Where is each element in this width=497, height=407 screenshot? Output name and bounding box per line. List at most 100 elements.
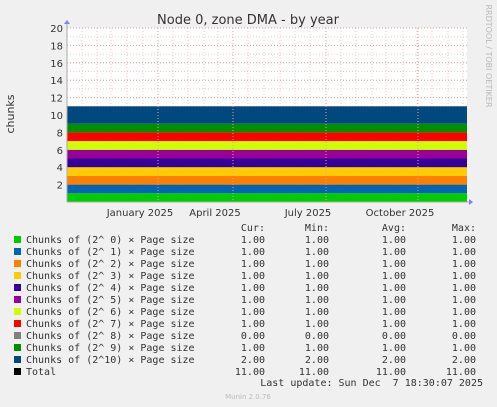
legend-value: 1.00	[241, 259, 265, 270]
legend-value: 1.00	[382, 283, 406, 294]
legend-value: 1.00	[241, 235, 265, 246]
legend-column-header: Min:	[305, 223, 329, 234]
legend-swatch	[14, 308, 21, 315]
legend-swatch	[14, 248, 21, 255]
legend-value: 1.00	[305, 271, 329, 282]
legend-column-header: Max:	[452, 223, 476, 234]
y-tick-label: 20	[50, 24, 63, 35]
series-band	[67, 167, 467, 176]
legend-series-name: Chunks of (2^ 9) × Page size	[26, 343, 195, 354]
legend-value: 1.00	[452, 235, 476, 246]
legend-swatch	[14, 344, 21, 351]
y-axis-arrow	[64, 20, 70, 24]
legend-value: 1.00	[452, 295, 476, 306]
legend-value: 11.00	[299, 367, 329, 378]
legend-value: 2.00	[382, 355, 406, 366]
legend-series-name: Chunks of (2^10) × Page size	[26, 355, 195, 366]
y-tick-label: 8	[57, 128, 63, 139]
legend-value: 1.00	[382, 343, 406, 354]
legend-value: 11.00	[235, 367, 265, 378]
series-band	[67, 175, 467, 185]
y-tick-label: 12	[50, 94, 63, 105]
legend-value: 1.00	[382, 235, 406, 246]
legend-value: 0.00	[382, 331, 406, 342]
legend-swatch	[14, 284, 21, 291]
legend-value: 1.00	[452, 247, 476, 258]
legend-value: 2.00	[452, 355, 476, 366]
legend-swatch	[14, 296, 21, 303]
legend: Cur: Min: Avg: Max: Chunks of (2^ 0) × Page …	[14, 223, 476, 378]
legend-series-name: Chunks of (2^ 8) × Page size	[26, 331, 195, 342]
y-tick-label: 4	[57, 163, 63, 174]
series-band	[67, 141, 467, 150]
legend-swatch	[14, 236, 21, 243]
legend-value: 1.00	[305, 295, 329, 306]
series-band	[67, 106, 467, 124]
legend-value: 1.00	[305, 307, 329, 318]
legend-value: 1.00	[382, 307, 406, 318]
x-tick-label: April 2025	[189, 208, 240, 219]
legend-value: 1.00	[452, 271, 476, 282]
legend-value: 1.00	[382, 247, 406, 258]
legend-value: 1.00	[452, 343, 476, 354]
legend-series-name: Chunks of (2^ 6) × Page size	[26, 307, 195, 318]
legend-value: 0.00	[305, 331, 329, 342]
legend-swatch	[14, 356, 21, 363]
series-band	[67, 123, 467, 133]
munin-version: Munin 2.0.76	[225, 393, 271, 401]
y-tick-label: 10	[50, 111, 63, 122]
y-tick-label: 2	[57, 181, 63, 192]
legend-swatch	[14, 332, 21, 339]
y-axis-label: chunks	[4, 94, 17, 133]
legend-value: 1.00	[452, 259, 476, 270]
legend-value: 1.00	[452, 319, 476, 330]
legend-value: 1.00	[452, 283, 476, 294]
last-update: Last update: Sun Dec 7 18:30:07 2025	[260, 378, 483, 389]
legend-series-name: Chunks of (2^ 1) × Page size	[26, 247, 195, 258]
legend-swatch	[14, 320, 21, 327]
legend-swatch	[14, 260, 21, 267]
legend-series-name: Chunks of (2^ 4) × Page size	[26, 283, 195, 294]
legend-value: 1.00	[305, 235, 329, 246]
legend-value: 0.00	[241, 331, 265, 342]
legend-value: 1.00	[241, 247, 265, 258]
legend-value: 2.00	[305, 355, 329, 366]
legend-column-header: Cur:	[241, 223, 265, 234]
plot-area: 2 4 6 8 10 12 14 16 18 20 January 2025 April 2025 Ju…	[50, 20, 473, 219]
y-tick-label: 14	[50, 76, 63, 87]
legend-value: 0.00	[452, 331, 476, 342]
legend-value: 11.00	[446, 367, 476, 378]
legend-value: 1.00	[241, 271, 265, 282]
legend-swatch	[14, 368, 21, 375]
y-tick-label: 6	[57, 146, 63, 157]
y-tick-label: 18	[50, 41, 63, 52]
series-band	[67, 149, 467, 159]
x-tick-label: July 2025	[284, 208, 332, 219]
rrdtool-side-label: RRDTOOL / TOBI OETIKER	[484, 4, 493, 107]
legend-value: 1.00	[382, 319, 406, 330]
legend-series-name: Chunks of (2^ 0) × Page size	[26, 235, 195, 246]
y-tick-label: 16	[50, 59, 63, 70]
legend-value: 1.00	[241, 283, 265, 294]
legend-series-name: Chunks of (2^ 2) × Page size	[26, 259, 195, 270]
legend-value: 11.00	[376, 367, 406, 378]
series-band	[67, 132, 467, 142]
legend-value: 1.00	[382, 259, 406, 270]
x-tick-label: January 2025	[106, 208, 174, 219]
x-axis-arrow	[469, 199, 473, 205]
legend-swatch	[14, 272, 21, 279]
legend-series-name: Chunks of (2^ 3) × Page size	[26, 271, 195, 282]
legend-value: 1.00	[452, 307, 476, 318]
legend-value: 1.00	[305, 343, 329, 354]
series-band	[67, 158, 467, 168]
legend-value: 1.00	[241, 307, 265, 318]
legend-value: 1.00	[241, 295, 265, 306]
legend-value: 1.00	[305, 283, 329, 294]
x-tick-label: October 2025	[366, 208, 435, 219]
legend-series-name: Chunks of (2^ 7) × Page size	[26, 319, 195, 330]
legend-value: 1.00	[305, 319, 329, 330]
chart-title: Node 0, zone DMA - by year	[157, 13, 340, 28]
legend-value: 1.00	[382, 271, 406, 282]
legend-value: 1.00	[305, 259, 329, 270]
